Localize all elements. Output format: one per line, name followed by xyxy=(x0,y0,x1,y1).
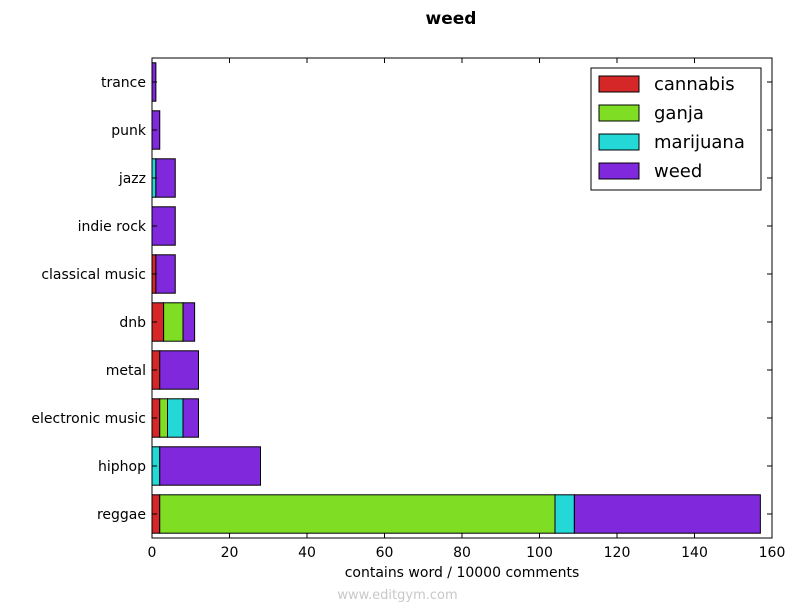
bar-hiphop-weed xyxy=(159,446,261,486)
bar-metal-weed xyxy=(159,350,199,390)
bar-dnb-weed xyxy=(182,302,196,342)
x-tick-label: 0 xyxy=(148,545,157,561)
bar-electronic-music-weed xyxy=(182,398,199,438)
x-tick-label: 120 xyxy=(604,545,631,561)
y-tick-label: classical music xyxy=(41,267,146,283)
bar-jazz-weed xyxy=(155,158,176,198)
bar-classical-music-weed xyxy=(155,254,176,294)
y-tick-label: dnb xyxy=(119,315,146,331)
legend-swatch-cannabis xyxy=(598,75,640,93)
legend-swatch-weed xyxy=(598,162,640,180)
x-tick-label: 80 xyxy=(453,545,471,561)
x-tick-label: 100 xyxy=(526,545,553,561)
legend-swatch-ganja xyxy=(598,104,640,122)
y-tick-label: trance xyxy=(101,75,146,91)
bar-dnb-ganja xyxy=(163,302,184,342)
y-tick-label: punk xyxy=(111,123,147,139)
y-tick-label: jazz xyxy=(118,171,146,187)
y-tick-label: electronic music xyxy=(31,411,146,427)
legend-label-marijuana: marijuana xyxy=(654,132,745,153)
watermark: www.editgym.com xyxy=(337,588,458,603)
bar-reggae-ganja xyxy=(159,494,556,534)
y-tick-label: metal xyxy=(106,363,146,379)
y-tick-label: reggae xyxy=(97,507,146,523)
x-axis-label: contains word / 10000 comments xyxy=(345,565,580,581)
legend-label-ganja: ganja xyxy=(654,103,704,124)
bar-reggae-weed xyxy=(573,494,761,534)
x-tick-label: 20 xyxy=(221,545,239,561)
chart-title: weed xyxy=(426,9,477,29)
legend-swatch-marijuana xyxy=(598,133,640,151)
x-tick-label: 140 xyxy=(681,545,708,561)
legend-label-weed: weed xyxy=(654,161,702,182)
y-tick-label: indie rock xyxy=(78,219,147,235)
x-tick-label: 60 xyxy=(376,545,394,561)
x-tick-label: 160 xyxy=(759,545,786,561)
bar-electronic-music-marijuana xyxy=(167,398,184,438)
x-axis-ticks: 0 20 40 60 80 100 120 140 160 xyxy=(148,58,786,561)
legend: cannabis ganja marijuana weed xyxy=(590,67,762,191)
x-tick-label: 40 xyxy=(298,545,316,561)
bar-reggae-marijuana xyxy=(554,494,575,534)
y-axis-ticks: reggae hiphop electronic music metal dnb clas… xyxy=(31,75,772,523)
legend-label-cannabis: cannabis xyxy=(654,74,735,95)
bar-electronic-music-ganja xyxy=(159,398,168,438)
y-tick-label: hiphop xyxy=(98,459,146,475)
